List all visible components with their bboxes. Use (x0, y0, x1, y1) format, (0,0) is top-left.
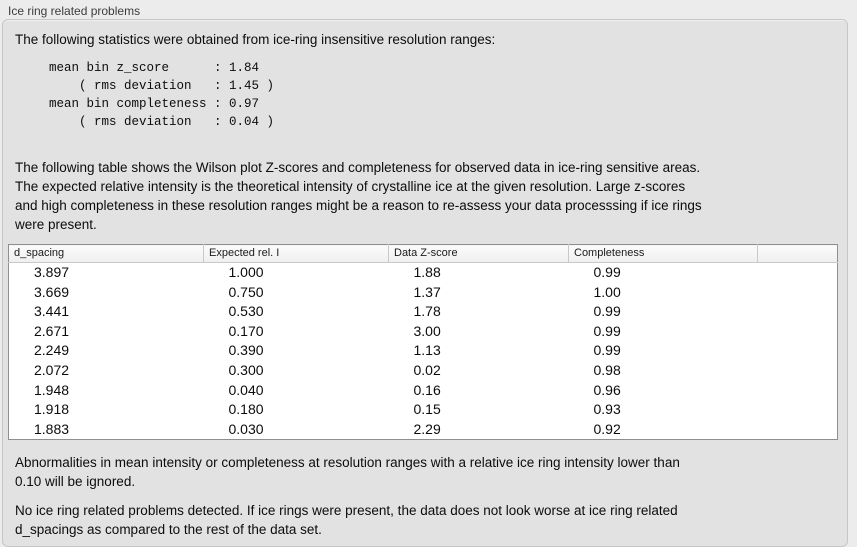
table-row[interactable]: 1.883 0.030 2.29 0.92 (9, 420, 838, 440)
table-cell: 1.918 (34, 401, 70, 418)
table-cell: 0.16 (413, 381, 441, 398)
table-cell: 0.030 (228, 420, 264, 437)
table-cell-empty (758, 400, 838, 420)
table-cell: 2.249 (34, 342, 70, 359)
table-row[interactable]: 2.072 0.300 0.02 0.98 (9, 361, 838, 381)
table-row[interactable]: 3.441 0.530 1.78 0.99 (9, 302, 838, 322)
table-row[interactable]: 1.918 0.180 0.15 0.93 (9, 400, 838, 420)
table-cell: 1.88 (413, 264, 441, 280)
table-cell: 1.948 (34, 381, 70, 398)
table-cell: 0.99 (593, 303, 621, 320)
table-row[interactable]: 2.671 0.170 3.00 0.99 (9, 322, 838, 342)
table-cell: 3.669 (34, 283, 70, 300)
table-cell: 0.93 (593, 401, 621, 418)
table-cell-empty (758, 420, 838, 440)
table-cell: 0.96 (593, 381, 621, 398)
column-header-expected-rel-i[interactable]: Expected rel. I (203, 244, 389, 263)
column-header-data-z-score[interactable]: Data Z-score (388, 244, 569, 263)
table-row[interactable]: 3.897 1.000 1.88 0.99 (9, 263, 838, 283)
table-cell-empty (758, 322, 838, 342)
stats-block: mean bin z_score : 1.84 ( rms deviation … (49, 61, 275, 129)
table-row[interactable]: 2.249 0.390 1.13 0.99 (9, 341, 838, 361)
table-cell: 2.072 (34, 361, 70, 378)
column-header-completeness[interactable]: Completeness (568, 244, 758, 263)
table-row[interactable]: 1.948 0.040 0.16 0.96 (9, 381, 838, 401)
table-cell: 0.040 (228, 381, 264, 398)
ice-ring-panel: The following statistics were obtained f… (2, 19, 848, 547)
ice-ring-table-header: d_spacing Expected rel. I Data Z-score Comp… (8, 244, 838, 263)
table-cell: 1.00 (593, 283, 621, 300)
table-cell-empty (758, 361, 838, 381)
table-row[interactable]: 3.669 0.750 1.37 1.00 (9, 283, 838, 303)
table-cell-empty (758, 381, 838, 401)
table-cell-empty (758, 283, 838, 303)
ice-ring-table: d_spacing Expected rel. I Data Z-score Comp… (8, 244, 838, 441)
table-cell: 2.29 (413, 420, 441, 437)
table-cell: 2.671 (34, 322, 70, 339)
table-cell: 0.99 (593, 322, 621, 339)
table-cell-empty (758, 263, 838, 283)
table-cell: 0.92 (593, 420, 621, 437)
column-header-empty[interactable] (757, 244, 838, 263)
table-cell: 1.13 (413, 342, 441, 359)
panel-title: Ice ring related problems (8, 4, 141, 18)
table-cell: 0.15 (413, 401, 441, 418)
table-cell: 0.750 (228, 283, 264, 300)
table-cell: 0.180 (228, 401, 264, 418)
table-cell: 0.02 (413, 361, 441, 378)
column-header-d-spacing[interactable]: d_spacing (8, 244, 204, 263)
table-cell: 1.37 (413, 283, 441, 300)
ignore-note-text: Abnormalities in mean intensity or compl… (15, 455, 680, 490)
table-cell: 1.78 (413, 303, 441, 320)
table-cell: 3.441 (34, 303, 70, 320)
table-cell: 1.883 (34, 420, 70, 437)
table-cell: 0.99 (593, 342, 621, 359)
table-cell: 1.000 (228, 264, 264, 280)
conclusion-text: No ice ring related problems detected. I… (15, 503, 678, 538)
table-cell: 0.390 (228, 342, 264, 359)
table-cell: 0.530 (228, 303, 264, 320)
table-cell: 0.300 (228, 361, 264, 378)
table-cell-empty (758, 302, 838, 322)
description-text: The following table shows the Wilson plo… (15, 160, 702, 232)
table-cell: 3.00 (413, 322, 441, 339)
table-cell: 0.98 (593, 361, 621, 378)
table-cell-empty (758, 341, 838, 361)
table-cell: 0.170 (228, 322, 264, 339)
ice-ring-table-body: 3.897 1.000 1.88 0.99 3.669 0.750 1.37 1.00 3.44… (9, 263, 838, 440)
table-cell: 0.99 (593, 264, 621, 280)
table-cell: 3.897 (34, 264, 70, 280)
table-header-row: d_spacing Expected rel. I Data Z-score Comp… (8, 244, 838, 263)
intro-text: The following statistics were obtained f… (15, 32, 496, 47)
